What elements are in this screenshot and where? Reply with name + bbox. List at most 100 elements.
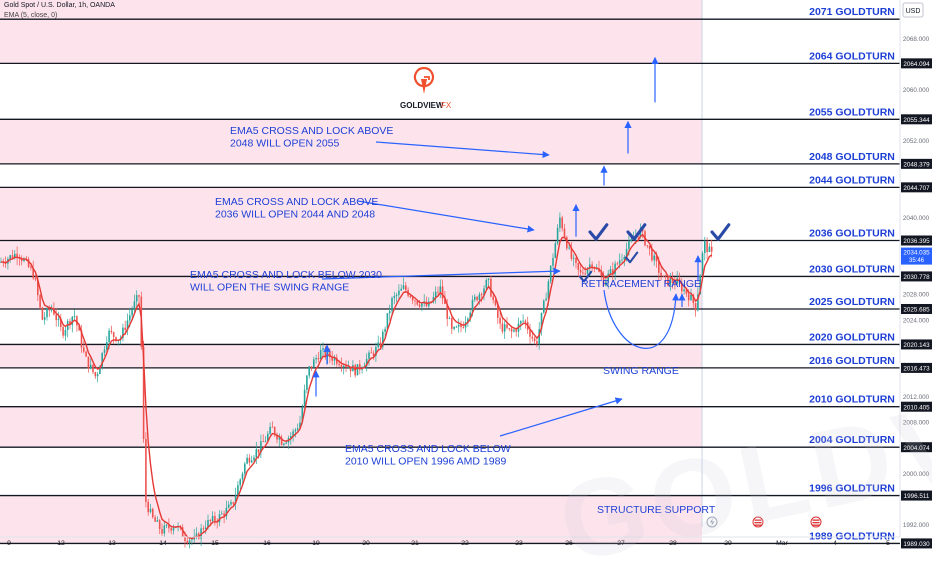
- candle-body: [441, 286, 444, 299]
- candle-body: [248, 457, 251, 463]
- candle-body: [513, 329, 515, 332]
- indicator-legend: EMA (5, close, 0): [4, 12, 58, 19]
- candle-body: [269, 426, 271, 434]
- candle-body: [209, 519, 212, 521]
- candle-body: [165, 525, 168, 526]
- candle-body: [365, 358, 368, 367]
- candle-body: [662, 275, 665, 277]
- candle-body: [186, 541, 189, 543]
- candle-body: [308, 366, 310, 376]
- candle-body: [605, 281, 607, 286]
- level-price-text: 2025.685: [903, 307, 930, 314]
- candle-body: [568, 247, 570, 249]
- candle-body: [549, 265, 552, 282]
- candle-body: [135, 295, 138, 302]
- candle-body: [685, 289, 688, 294]
- candle-body: [310, 366, 313, 368]
- candle-body: [257, 449, 260, 453]
- candle-body: [437, 291, 439, 293]
- candle-body: [71, 316, 74, 325]
- candle-body: [648, 245, 651, 249]
- candle-body: [379, 342, 382, 347]
- level-price-text: 2004.074: [903, 445, 930, 452]
- candle-body: [9, 255, 11, 259]
- candle-body: [172, 527, 175, 531]
- candle-body: [340, 365, 343, 368]
- level-label: 2055 GOLDTURN: [809, 106, 895, 118]
- candle-body: [556, 227, 559, 244]
- candle-body: [395, 295, 398, 297]
- level-price-text: 2020.143: [903, 342, 930, 349]
- candle-body: [96, 374, 99, 377]
- candle-body: [499, 317, 501, 324]
- candle-body: [14, 253, 16, 259]
- candle-body: [536, 341, 538, 345]
- candle-body: [621, 259, 623, 261]
- event-markers[interactable]: [706, 516, 822, 528]
- level-price-text: 2030.778: [903, 274, 930, 281]
- candle-body: [338, 363, 340, 366]
- annotation-text: EMA5 CROSS AND LOCK ABOVE: [215, 196, 378, 208]
- candle-body: [545, 298, 547, 301]
- candle-body: [214, 515, 216, 522]
- candle-body: [370, 352, 373, 354]
- candle-body: [306, 375, 308, 390]
- candle-body: [658, 261, 660, 273]
- level-price-tag: [901, 490, 932, 501]
- candle-body: [655, 255, 658, 262]
- candle-body: [418, 304, 421, 307]
- candle-body: [133, 301, 136, 311]
- y-tick-label: 2000.000: [903, 471, 930, 478]
- candle-body: [69, 321, 71, 325]
- candle-body: [145, 438, 147, 502]
- level-price-tag: [901, 271, 932, 282]
- candle-body: [630, 239, 632, 241]
- candle-body: [273, 427, 276, 435]
- candle-body: [34, 278, 37, 280]
- candle-body: [73, 316, 76, 318]
- candle-body: [625, 248, 628, 258]
- candle-body: [78, 325, 80, 331]
- candle-body: [156, 520, 159, 522]
- candle-body: [451, 318, 453, 329]
- candle-body: [439, 286, 442, 293]
- annotation-text: STRUCTURE SUPPORT: [597, 504, 716, 516]
- candle-body: [671, 278, 674, 283]
- y-tick-label: 2060.000: [903, 87, 930, 94]
- candle-body: [168, 525, 170, 529]
- x-tick-label: 4: [833, 540, 837, 547]
- candle-body: [614, 263, 616, 275]
- currency-label: USD: [906, 8, 921, 15]
- candle-body: [138, 295, 140, 297]
- candle-body: [577, 263, 580, 270]
- x-tick-label: 19: [312, 540, 320, 547]
- candle-body: [653, 255, 655, 261]
- candle-body: [616, 263, 619, 265]
- checkmark-icon: [626, 223, 647, 241]
- currency-button[interactable]: [902, 2, 924, 18]
- candles-layer: [0, 212, 713, 549]
- candle-body: [55, 314, 57, 321]
- y-tick-label: 2024.000: [903, 317, 930, 324]
- candle-body: [4, 263, 7, 264]
- candle-body: [103, 349, 106, 353]
- candle-body: [345, 365, 347, 368]
- candle-body: [497, 305, 499, 318]
- candle-body: [62, 326, 64, 336]
- candle-body: [50, 307, 53, 311]
- level-price-text: 2036.395: [903, 238, 930, 245]
- candle-body: [510, 328, 513, 332]
- swing-arrow: [603, 289, 680, 349]
- candle-body: [690, 294, 692, 301]
- candle-body: [124, 327, 126, 331]
- candle-body: [232, 502, 235, 504]
- candle-body: [676, 278, 678, 284]
- x-tick-label: Mar: [776, 540, 788, 547]
- candle-body: [41, 307, 44, 320]
- candle-body: [161, 529, 163, 534]
- level-price-text: 2010.405: [903, 404, 930, 411]
- candle-body: [106, 342, 108, 350]
- candle-body: [405, 285, 407, 291]
